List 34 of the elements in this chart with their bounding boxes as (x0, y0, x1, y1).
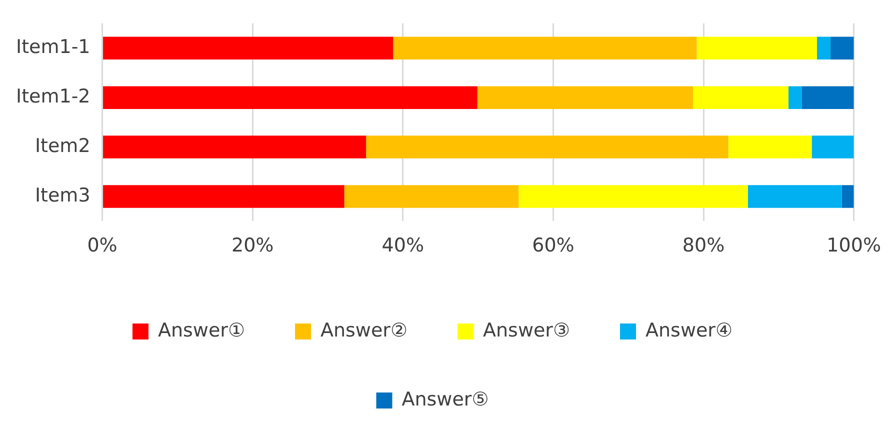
bar (812, 136, 854, 158)
bar (103, 86, 478, 109)
bar (344, 185, 519, 208)
x-tick-label: 0% (87, 234, 118, 257)
bar (693, 86, 788, 109)
x-tick-label: 60% (532, 234, 574, 257)
bar (830, 36, 854, 60)
y-tick-label: Item1-2 (16, 86, 90, 108)
legend-label: Answer① (158, 319, 245, 342)
bar (817, 36, 831, 60)
bar (103, 36, 394, 60)
x-tick-label: 80% (682, 234, 725, 257)
bar (802, 86, 854, 109)
legend-label: Answer③ (483, 319, 570, 342)
bar (103, 136, 366, 158)
bar (748, 185, 842, 208)
x-tick-label: 100% (826, 234, 882, 257)
y-tick-label: Item3 (34, 184, 90, 206)
bar (518, 185, 748, 208)
bar (728, 136, 812, 158)
bar (696, 36, 818, 60)
bar (788, 86, 802, 109)
y-tick-label: Item2 (34, 134, 90, 157)
legend-label: Answer② (320, 319, 408, 342)
y-tick-label: Item1-1 (16, 36, 90, 58)
bar (393, 36, 697, 60)
bar (842, 185, 854, 208)
bar (366, 136, 728, 158)
legend-label: Answer④ (646, 319, 733, 342)
bar (477, 86, 694, 109)
x-tick-label: 40% (382, 234, 424, 257)
legend-label: Answer⑤ (402, 388, 489, 410)
bar (103, 185, 344, 208)
x-tick-label: 20% (231, 234, 274, 257)
